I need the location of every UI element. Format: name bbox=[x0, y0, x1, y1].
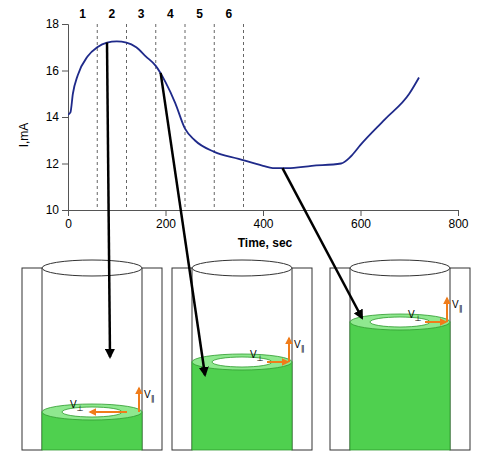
pointer-arrow bbox=[107, 43, 110, 357]
y-tick-label: 16 bbox=[46, 64, 60, 78]
phase-boundary bbox=[214, 24, 215, 210]
right-wall bbox=[142, 268, 162, 450]
perpendicular-arrow bbox=[267, 361, 288, 363]
y-axis: 10 12 14 16 18 bbox=[46, 17, 69, 217]
perpendicular-label: V⊥ bbox=[70, 399, 84, 413]
x-tick: 400 bbox=[253, 210, 273, 231]
x-axis-line bbox=[69, 211, 459, 217]
tube-opening bbox=[350, 260, 450, 276]
deposit-top bbox=[350, 314, 450, 330]
phase-boundary bbox=[126, 24, 127, 210]
x-tick: 600 bbox=[351, 210, 371, 231]
phase-boundary bbox=[185, 24, 186, 210]
y-tick: 16 bbox=[46, 64, 68, 78]
tube-opening bbox=[192, 260, 292, 276]
x-tick-label: 800 bbox=[448, 217, 468, 231]
phase-label: 3 bbox=[138, 7, 145, 21]
phase-boundary bbox=[155, 24, 156, 210]
phase-boundary bbox=[243, 24, 244, 210]
y-tick-mark bbox=[62, 164, 68, 165]
parallel-label: V∥ bbox=[294, 339, 305, 353]
y-tick: 12 bbox=[46, 157, 68, 171]
phase-label: 1 bbox=[79, 7, 86, 21]
right-wall bbox=[450, 268, 470, 450]
x-axis: 0 200 400 600 800 bbox=[65, 210, 469, 231]
x-tick-mark bbox=[361, 210, 362, 216]
x-tick-mark bbox=[263, 210, 264, 216]
y-tick-label: 18 bbox=[46, 17, 60, 31]
deposit-top bbox=[192, 354, 292, 370]
left-wall bbox=[330, 268, 350, 450]
tube-diagram: V⊥ V∥ bbox=[330, 260, 470, 450]
left-wall bbox=[172, 268, 192, 450]
phase-label: 2 bbox=[109, 7, 116, 21]
y-axis-line bbox=[62, 25, 69, 211]
x-tick-mark bbox=[458, 210, 459, 216]
x-tick-label: 600 bbox=[351, 217, 371, 231]
perpendicular-arrow bbox=[425, 321, 446, 323]
x-tick: 200 bbox=[156, 210, 176, 231]
right-wall bbox=[292, 268, 312, 450]
phase-label: 5 bbox=[196, 7, 203, 21]
y-axis-title: I,mA bbox=[17, 123, 31, 148]
tube-opening bbox=[42, 260, 142, 276]
y-tick: 14 bbox=[46, 110, 68, 124]
y-tick: 18 bbox=[46, 17, 68, 31]
phase-label: 6 bbox=[226, 7, 233, 21]
figure: 02004006008001012141618Time, secI,mA1234… bbox=[0, 0, 481, 455]
y-tick-label: 14 bbox=[46, 110, 60, 124]
y-tick-mark bbox=[62, 117, 68, 118]
pointer-arrow bbox=[161, 73, 205, 375]
perpendicular-arrow bbox=[90, 411, 127, 413]
x-tick-mark bbox=[166, 210, 167, 216]
y-tick-label: 10 bbox=[46, 203, 60, 217]
x-tick: 800 bbox=[448, 210, 468, 231]
phase-boundary bbox=[97, 24, 98, 210]
phase-label: 4 bbox=[167, 7, 174, 21]
plot-area bbox=[68, 24, 419, 210]
parallel-label: V∥ bbox=[144, 389, 155, 403]
x-tick: 0 bbox=[65, 210, 72, 231]
y-tick-mark bbox=[62, 71, 68, 72]
parallel-label: V∥ bbox=[452, 299, 463, 313]
x-axis-title: Time, sec bbox=[238, 236, 293, 250]
parallel-arrow bbox=[288, 338, 290, 362]
y-tick: 10 bbox=[46, 203, 68, 217]
current-line bbox=[68, 41, 419, 168]
x-tick-label: 200 bbox=[156, 217, 176, 231]
y-tick-mark bbox=[62, 210, 68, 211]
x-tick-label: 400 bbox=[253, 217, 273, 231]
y-tick-label: 12 bbox=[46, 157, 60, 171]
tube-diagram: V⊥ V∥ bbox=[22, 260, 162, 450]
left-wall bbox=[22, 268, 42, 450]
perpendicular-label: V⊥ bbox=[408, 309, 422, 323]
parallel-arrow bbox=[446, 298, 448, 322]
parallel-arrow bbox=[138, 388, 140, 412]
perpendicular-label: V⊥ bbox=[250, 349, 264, 363]
pointer-arrow bbox=[283, 168, 363, 318]
deposit-top bbox=[42, 404, 142, 420]
deposit-body bbox=[350, 322, 450, 450]
y-tick-mark bbox=[62, 24, 68, 25]
x-tick-label: 0 bbox=[65, 217, 72, 231]
deposit-body bbox=[192, 362, 292, 450]
